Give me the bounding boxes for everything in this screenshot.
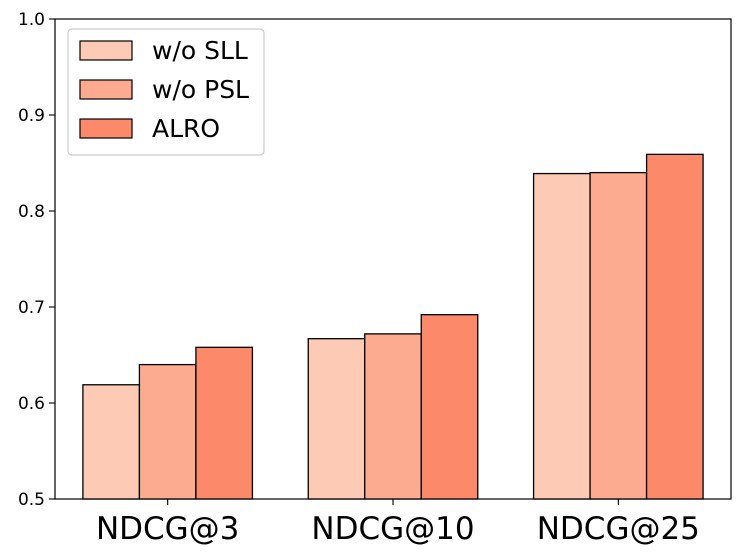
y-tick-label: 1.0 (18, 10, 45, 30)
legend-label: ALRO (152, 114, 220, 143)
bar-w-o-psl-ndcg-25 (589, 171, 648, 500)
x-tick-label: NDCG@10 (311, 511, 474, 547)
bar-alro-ndcg-3 (195, 346, 254, 500)
legend: w/o SLL w/o PSL ALRO (67, 28, 265, 156)
y-tick-label: 0.8 (18, 202, 45, 222)
legend-swatch (79, 79, 133, 100)
y-tick-label: 0.6 (18, 394, 45, 414)
bar-w-o-sll-ndcg-10 (307, 338, 366, 500)
bar-alro-ndcg-10 (420, 314, 479, 500)
legend-swatch (79, 40, 133, 61)
legend-swatch (79, 118, 133, 139)
y-tick-label: 0.9 (18, 106, 45, 126)
y-tick-label: 0.7 (18, 298, 45, 318)
bar-w-o-psl-ndcg-3 (138, 363, 197, 500)
bar-w-o-sll-ndcg-3 (82, 384, 141, 500)
x-tick-label: NDCG@25 (537, 511, 700, 547)
y-tick-label: 0.5 (18, 490, 45, 510)
bar-w-o-sll-ndcg-25 (532, 172, 591, 500)
bar-w-o-psl-ndcg-10 (364, 333, 422, 500)
legend-label: w/o PSL (152, 75, 249, 104)
legend-label: w/o SLL (152, 36, 248, 65)
x-tick-label: NDCG@3 (96, 511, 239, 547)
bar-alro-ndcg-25 (645, 153, 704, 500)
